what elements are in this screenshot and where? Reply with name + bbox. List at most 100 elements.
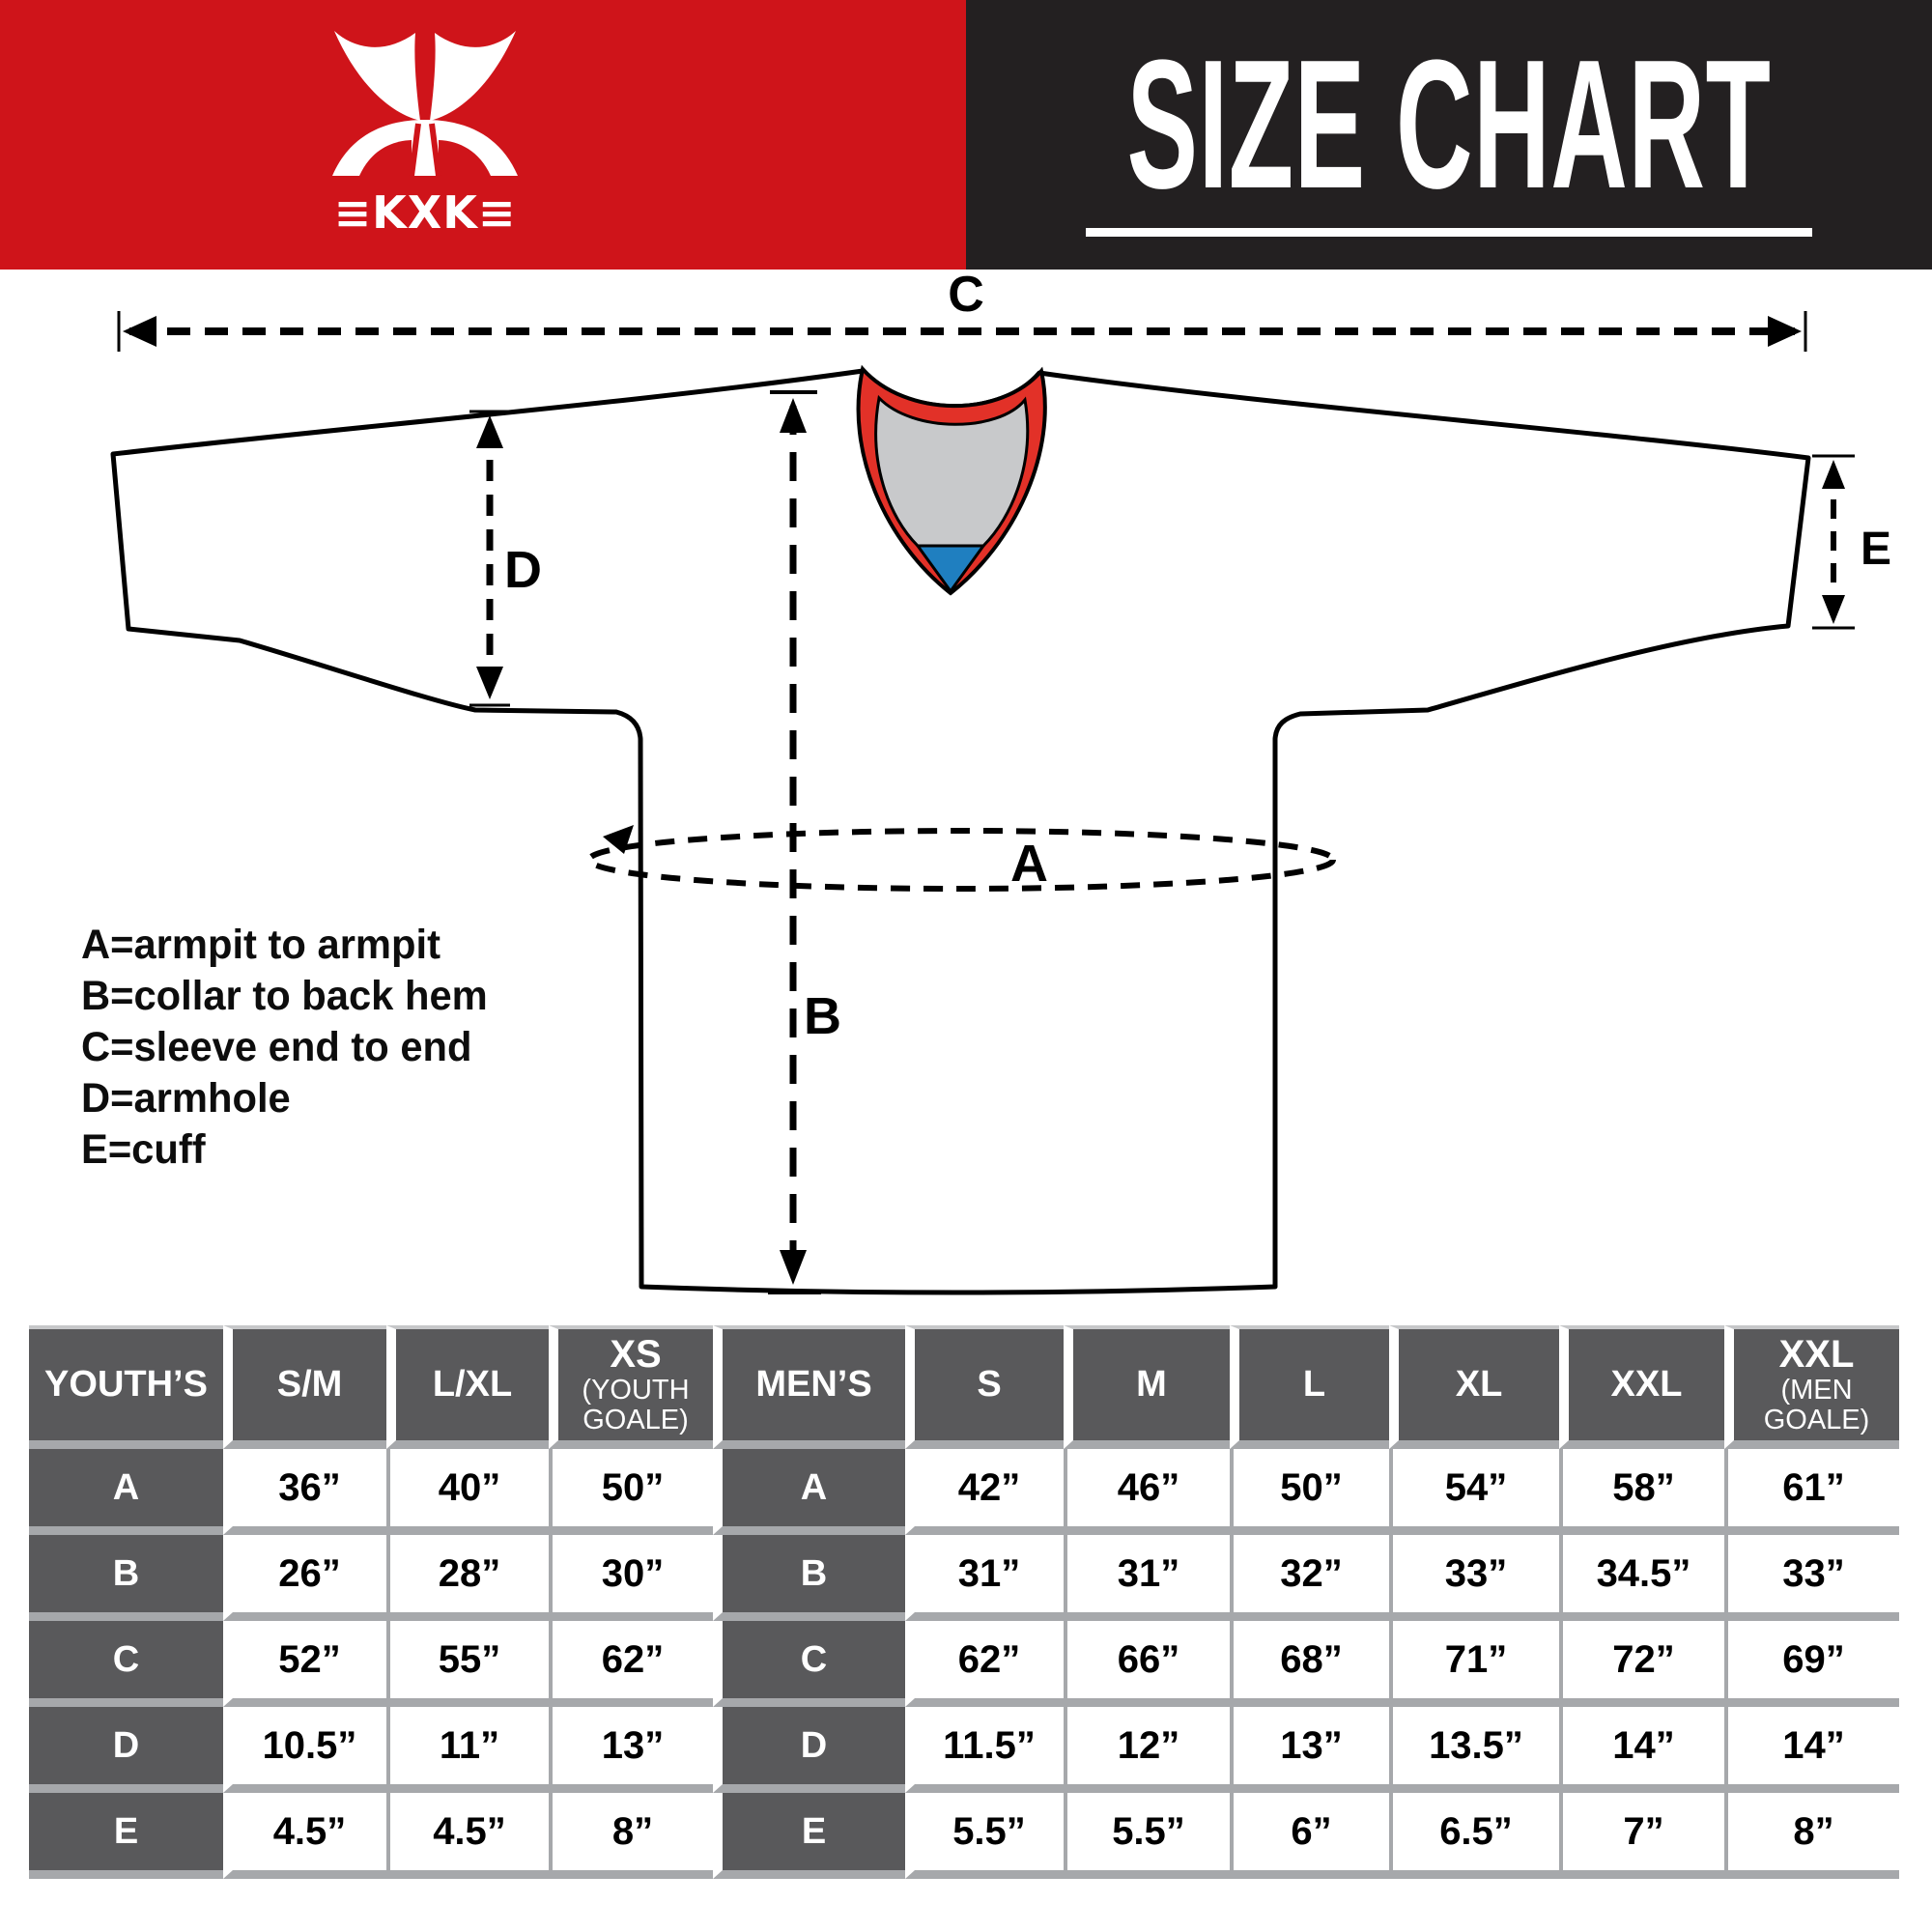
logo-wordmark: ≡KXK≡ [334, 186, 517, 239]
cell: 28” [386, 1535, 549, 1621]
cell: 6.5” [1389, 1793, 1559, 1879]
d-measure-arrow [469, 410, 510, 707]
cell: 4.5” [386, 1793, 549, 1879]
table-row-c: C 52” 55” 62” C 62” 66” 68” 71” 72” 69” [29, 1621, 1899, 1707]
cell: 26” [223, 1535, 386, 1621]
cell: 33” [1724, 1535, 1899, 1621]
title-banner: SIZE CHART [966, 0, 1932, 270]
row-label: B [29, 1535, 223, 1621]
legend-line-c: C=sleeve end to end [81, 1024, 472, 1070]
collar-inner [874, 394, 1030, 548]
cell: 42” [905, 1449, 1064, 1535]
mens-goalie-size: XXL [1778, 1332, 1855, 1376]
row-label: C [713, 1621, 905, 1707]
cell: 5.5” [905, 1793, 1064, 1879]
cell: 32” [1230, 1535, 1389, 1621]
cell: 36” [223, 1449, 386, 1535]
table-header-row: YOUTH’S S/M L/XL XS (YOUTH GOALE) MEN’S … [29, 1325, 1899, 1449]
row-label: E [29, 1793, 223, 1879]
brand-banner: ≡KXK≡ [0, 0, 966, 270]
cell: 68” [1230, 1621, 1389, 1707]
cell: 71” [1389, 1621, 1559, 1707]
row-label: D [29, 1707, 223, 1793]
cell: 72” [1559, 1621, 1724, 1707]
mens-size-s: S [905, 1325, 1064, 1449]
legend-line-e: E=cuff [81, 1126, 206, 1173]
cell: 54” [1389, 1449, 1559, 1535]
cell: 8” [549, 1793, 713, 1879]
mens-size-xxl: XXL [1559, 1325, 1724, 1449]
logo-wing-left [334, 31, 420, 121]
table-row-e: E 4.5” 4.5” 8” E 5.5” 5.5” 6” 6.5” 7” 8” [29, 1793, 1899, 1879]
cell: 12” [1064, 1707, 1230, 1793]
cell: 10.5” [223, 1707, 386, 1793]
cell: 69” [1724, 1621, 1899, 1707]
cell: 14” [1724, 1707, 1899, 1793]
cell: 50” [549, 1449, 713, 1535]
label-c: C [948, 267, 984, 323]
logo-slit-right [429, 123, 441, 177]
row-label: A [29, 1449, 223, 1535]
cell: 52” [223, 1621, 386, 1707]
cell: 34.5” [1559, 1535, 1724, 1621]
mens-size-xl: XL [1389, 1325, 1559, 1449]
cell: 46” [1064, 1449, 1230, 1535]
collar-band [856, 364, 1047, 596]
e-measure-arrow [1812, 454, 1855, 630]
mens-size-l: L [1230, 1325, 1389, 1449]
row-label: E [713, 1793, 905, 1879]
b-measure-arrow [768, 390, 821, 1294]
mens-goalie-note: (MEN GOALE) [1763, 1374, 1870, 1435]
cell: 66” [1064, 1621, 1230, 1707]
cell: 55” [386, 1621, 549, 1707]
cell: 6” [1230, 1793, 1389, 1879]
mens-size-goalie: XXL (MEN GOALE) [1724, 1325, 1899, 1449]
table-row-a: A 36” 40” 50” A 42” 46” 50” 54” 58” 61” [29, 1449, 1899, 1535]
row-label: D [713, 1707, 905, 1793]
cell: 5.5” [1064, 1793, 1230, 1879]
cell: 8” [1724, 1793, 1899, 1879]
measurement-legend: A=armpit to armpit B=collar to back hem … [81, 920, 488, 1176]
youth-group-header: YOUTH’S [29, 1325, 223, 1449]
cell: 4.5” [223, 1793, 386, 1879]
cell: 13” [549, 1707, 713, 1793]
cell: 14” [1559, 1707, 1724, 1793]
cell: 13” [1230, 1707, 1389, 1793]
cell: 31” [905, 1535, 1064, 1621]
label-e: E [1861, 524, 1891, 575]
label-d: D [504, 541, 542, 599]
cell: 40” [386, 1449, 549, 1535]
cell: 30” [549, 1535, 713, 1621]
youth-size-sm: S/M [223, 1325, 386, 1449]
cell: 31” [1064, 1535, 1230, 1621]
cell: 11” [386, 1707, 549, 1793]
logo-slit-left [409, 123, 421, 177]
cell: 61” [1724, 1449, 1899, 1535]
size-table: YOUTH’S S/M L/XL XS (YOUTH GOALE) MEN’S … [29, 1325, 1899, 1879]
table-row-d: D 10.5” 11” 13” D 11.5” 12” 13” 13.5” 14… [29, 1707, 1899, 1793]
cell: 11.5” [905, 1707, 1064, 1793]
cell: 13.5” [1389, 1707, 1559, 1793]
page-title: SIZE CHART [1126, 22, 1772, 227]
collar-insert [915, 544, 986, 594]
cell: 50” [1230, 1449, 1389, 1535]
logo-wing-right [430, 31, 516, 121]
cell: 62” [905, 1621, 1064, 1707]
logo-dome [332, 120, 518, 176]
title-underline [1086, 228, 1812, 237]
label-a: A [1010, 835, 1048, 893]
mens-size-m: M [1064, 1325, 1230, 1449]
legend-line-b: B=collar to back hem [81, 973, 488, 1019]
logo-arch-cutout-left [359, 140, 412, 176]
row-label: C [29, 1621, 223, 1707]
youth-size-lxl: L/XL [386, 1325, 549, 1449]
youth-goalie-note: (YOUTH GOALE) [582, 1374, 690, 1435]
cell: 7” [1559, 1793, 1724, 1879]
youth-size-goalie: XS (YOUTH GOALE) [549, 1325, 713, 1449]
cell: 62” [549, 1621, 713, 1707]
cell: 33” [1389, 1535, 1559, 1621]
cell: 58” [1559, 1449, 1724, 1535]
row-label: A [713, 1449, 905, 1535]
logo-arch-cutout-right [439, 140, 491, 176]
legend-line-a: A=armpit to armpit [81, 922, 440, 968]
